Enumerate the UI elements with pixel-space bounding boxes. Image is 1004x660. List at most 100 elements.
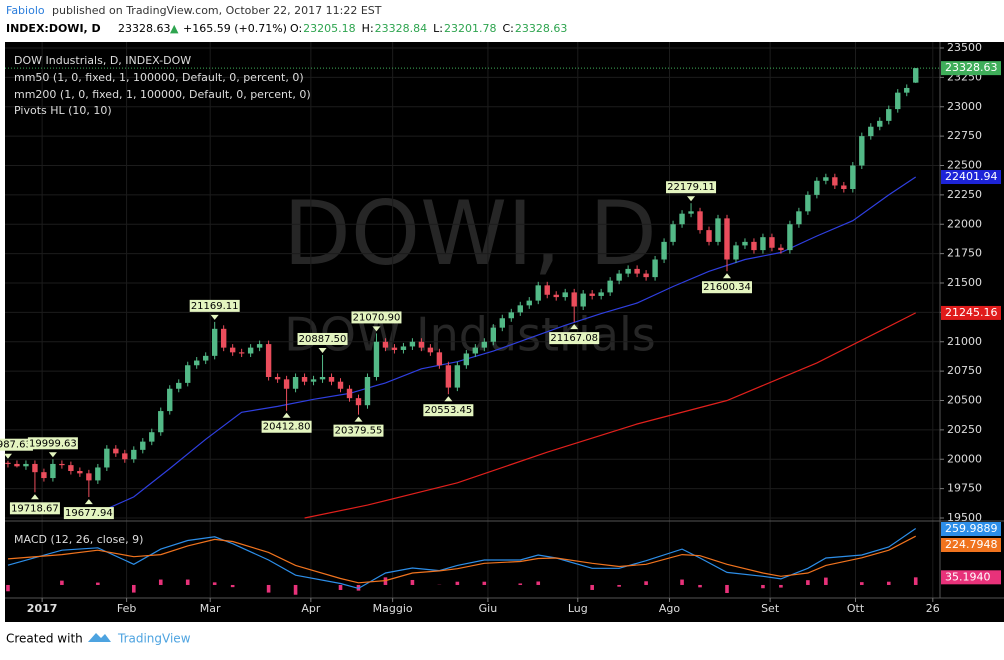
candle-body (473, 348, 478, 354)
candle-body (212, 329, 217, 356)
candle-body (86, 473, 91, 480)
chart-title: DOW Industrials, D, INDEX-DOW (14, 54, 191, 67)
ohlc-key: L: (433, 22, 443, 35)
candle-body (32, 464, 37, 472)
candle-body (787, 224, 792, 250)
x-tick-label: Lug (568, 602, 588, 615)
author[interactable]: Fabiolo (6, 4, 45, 17)
candle-body (904, 88, 909, 93)
legend-mm50: mm50 (1, 0, fixed, 1, 100000, Default, 0… (14, 71, 304, 84)
candle-body (634, 269, 639, 274)
candle-body (374, 342, 379, 377)
legend-macd: MACD (12, 26, close, 9) (14, 533, 143, 546)
created-with: Created with (6, 632, 83, 646)
symbol: INDEX:DOWI, D (6, 22, 101, 35)
candle-body (697, 211, 702, 230)
y-tick-label: 21000 (947, 335, 982, 348)
y-tick-label: 20250 (947, 423, 982, 436)
pivot-label: 21070.90 (353, 312, 401, 323)
candle-body (769, 237, 774, 248)
pivot-label: 22179.11 (667, 182, 715, 193)
brand[interactable]: TradingView (117, 632, 191, 646)
x-tick-label: 2017 (27, 602, 58, 615)
ohlc-value: 23328.63 (515, 22, 568, 35)
change: +165.59 (+0.71%) (183, 22, 287, 35)
candle-body (284, 379, 289, 388)
x-tick-label: Mar (200, 602, 221, 615)
y-tick-label: 21500 (947, 276, 982, 289)
candle-body (913, 68, 918, 83)
candle-body (742, 242, 747, 246)
macd-histogram-bar (887, 582, 891, 585)
macd-histogram-bar (186, 580, 190, 585)
macd-histogram-bar (456, 582, 460, 585)
macd-histogram-bar (518, 583, 522, 585)
macd-histogram-bar (590, 585, 594, 590)
macd-histogram-bar (231, 585, 235, 587)
candle-body (419, 342, 424, 348)
candle-body (320, 377, 325, 379)
macd-histogram-bar (725, 585, 729, 593)
y-tick-label: 23000 (947, 100, 982, 113)
candle-body (589, 294, 594, 296)
candle-body (563, 292, 568, 297)
candle-body (437, 352, 442, 365)
candle-body (167, 389, 172, 411)
macd-histogram-bar (860, 582, 864, 585)
candle-body (176, 383, 181, 389)
macd-histogram-bar (761, 585, 765, 588)
candle-body (832, 177, 837, 185)
macd-histogram-bar (339, 585, 343, 590)
candle-body (500, 318, 505, 327)
candle-body (796, 211, 801, 224)
candle-body (140, 442, 145, 450)
candle-body (841, 185, 846, 189)
candle-body (41, 472, 46, 478)
y-tick-label: 19750 (947, 482, 982, 495)
pivot-label: 21167.08 (550, 333, 598, 344)
candle-body (805, 195, 810, 211)
candle-body (392, 348, 397, 350)
candle-body (643, 274, 648, 278)
macd-tag-label: 35.1940 (945, 570, 991, 583)
macd-histogram-bar (536, 581, 540, 584)
candle-body (158, 411, 163, 432)
candle-body (607, 281, 612, 293)
candle-body (302, 377, 307, 382)
macd-histogram-bar (96, 583, 100, 585)
y-tick-label: 20500 (947, 394, 982, 407)
candle-body (95, 467, 100, 480)
macd-histogram-bar (806, 580, 810, 585)
candle-body (527, 301, 532, 306)
candle-body (868, 127, 873, 136)
candle-body (293, 377, 298, 389)
y-tick-label: 22250 (947, 188, 982, 201)
macd-histogram-bar (698, 585, 702, 587)
candle-body (347, 389, 352, 398)
price-tag-label: 23328.63 (945, 61, 998, 74)
candle-body (554, 295, 559, 297)
candle-body (365, 377, 370, 405)
candle-body (23, 464, 28, 466)
candle-body (122, 453, 127, 459)
candle-body (859, 136, 864, 165)
legend-mm200: mm200 (1, 0, fixed, 1, 100000, Default, … (14, 88, 311, 101)
macd-histogram-bar (411, 580, 415, 585)
macd-histogram-bar (483, 582, 487, 585)
candle-body (518, 305, 523, 312)
candle-body (823, 177, 828, 181)
candle-body (221, 329, 226, 348)
y-tick-label: 20000 (947, 452, 982, 465)
ohlc-key: H: (362, 22, 374, 35)
macd-histogram-bar (644, 581, 648, 585)
macd-tag-label: 259.9889 (945, 522, 998, 535)
candle-body (706, 230, 711, 242)
x-tick-label: Maggio (373, 602, 413, 615)
x-tick-label: Ott (847, 602, 865, 615)
candle-body (410, 342, 415, 347)
candle-body (428, 348, 433, 353)
macd-histogram-bar (914, 577, 918, 585)
y-tick-label: 23500 (947, 41, 982, 54)
